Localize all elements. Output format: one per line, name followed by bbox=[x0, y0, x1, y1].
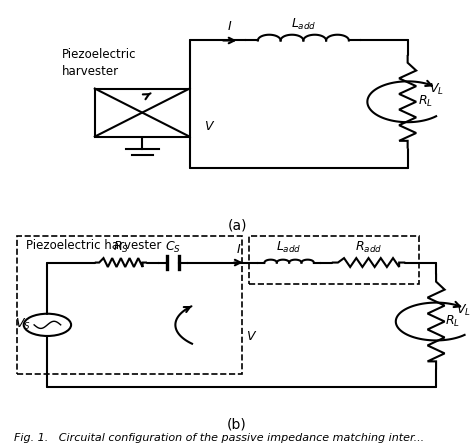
Text: Piezoelectric
harvester: Piezoelectric harvester bbox=[62, 48, 136, 78]
Text: $R_S$: $R_S$ bbox=[113, 240, 129, 255]
Bar bbox=[95, 89, 190, 137]
Text: $V_S$: $V_S$ bbox=[15, 317, 31, 332]
Text: $R_L$: $R_L$ bbox=[418, 94, 433, 109]
Text: $I$: $I$ bbox=[227, 20, 233, 33]
Text: (b): (b) bbox=[227, 418, 247, 432]
Text: $V$: $V$ bbox=[246, 330, 257, 344]
Bar bbox=[249, 236, 419, 284]
Bar bbox=[17, 236, 242, 374]
Text: $V_L$: $V_L$ bbox=[456, 303, 471, 318]
Text: $R_L$: $R_L$ bbox=[445, 314, 460, 329]
Text: $V$: $V$ bbox=[204, 120, 215, 133]
Text: $R_{add}$: $R_{add}$ bbox=[355, 240, 382, 255]
Text: $I$: $I$ bbox=[236, 243, 241, 256]
Text: $C_S$: $C_S$ bbox=[165, 240, 181, 255]
Text: $L_{add}$: $L_{add}$ bbox=[276, 240, 302, 255]
Text: $L_{add}$: $L_{add}$ bbox=[291, 17, 316, 32]
Text: (a): (a) bbox=[227, 218, 247, 233]
Text: Fig. 1.   Circuital configuration of the passive impedance matching inter...: Fig. 1. Circuital configuration of the p… bbox=[14, 433, 424, 443]
Text: $V_L$: $V_L$ bbox=[429, 82, 444, 97]
Text: Piezoelectric harvester: Piezoelectric harvester bbox=[26, 239, 162, 252]
